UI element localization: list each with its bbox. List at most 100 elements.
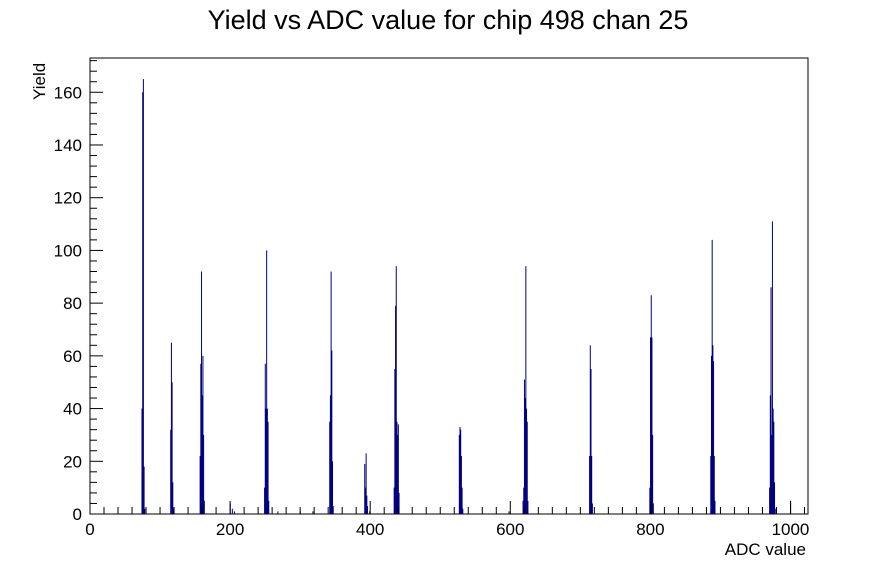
x-tick-label: 600 — [496, 520, 524, 539]
histogram-bin — [201, 395, 203, 514]
histogram-bin — [203, 500, 205, 514]
histogram-bin — [144, 508, 146, 514]
histogram-bin — [527, 500, 529, 514]
histogram-bin — [369, 511, 371, 514]
histogram-bin — [771, 221, 773, 515]
histogram-bin — [395, 266, 397, 514]
y-tick-label: 120 — [54, 189, 82, 208]
histogram-bin — [170, 342, 172, 514]
histogram-bin — [459, 427, 461, 514]
chart-title: Yield vs ADC value for chip 498 chan 25 — [208, 5, 689, 35]
x-tick-label: 400 — [356, 520, 384, 539]
histogram-bin — [649, 487, 651, 514]
histogram-bin — [712, 345, 714, 514]
histogram-bin — [589, 345, 591, 514]
y-tick-label: 80 — [63, 294, 82, 313]
histogram-bin — [172, 482, 174, 514]
histogram-bin — [312, 511, 314, 514]
histogram-bin — [711, 239, 713, 514]
histogram-bin — [652, 434, 654, 514]
histogram-bin — [774, 508, 776, 514]
y-tick-label: 20 — [63, 452, 82, 471]
histogram-bin — [652, 503, 654, 514]
y-tick-label: 160 — [54, 83, 82, 102]
histogram-bin — [525, 266, 527, 514]
histogram-bin — [650, 337, 652, 514]
histogram-bin — [458, 434, 460, 514]
histogram-bin — [142, 92, 144, 515]
histogram-bin — [202, 355, 204, 514]
histogram-bin — [233, 511, 235, 514]
histogram-bin — [770, 287, 772, 514]
histogram-bin — [394, 369, 396, 514]
histogram-bin — [277, 511, 279, 514]
x-axis-label: ADC value — [725, 540, 806, 559]
histogram-bin — [397, 424, 399, 514]
x-tick-label: 200 — [216, 520, 244, 539]
x-tick-label: 1000 — [772, 520, 810, 539]
histogram-bin — [774, 482, 776, 514]
histogram-bin — [170, 429, 172, 514]
histogram-bin — [200, 363, 202, 514]
histogram-bin — [714, 500, 716, 514]
histogram-bin — [143, 466, 145, 514]
histogram-bin — [396, 421, 398, 514]
histogram-bin — [713, 361, 715, 514]
histogram-bin — [523, 379, 525, 514]
histogram-bin — [365, 453, 367, 514]
histogram-bin — [203, 434, 205, 514]
histogram-bin — [771, 434, 773, 514]
histogram-bin — [651, 337, 653, 514]
y-tick-label: 60 — [63, 347, 82, 366]
y-tick-label: 0 — [73, 505, 82, 524]
histogram-bin — [332, 461, 334, 514]
histogram-bin — [710, 456, 712, 514]
histogram-bin — [267, 421, 269, 514]
histogram-bin — [522, 500, 524, 514]
histogram-bin — [395, 305, 397, 514]
histogram-bin — [713, 456, 715, 514]
histogram-bin — [331, 350, 333, 514]
histogram-bin — [332, 506, 334, 514]
histogram-bin — [508, 511, 510, 514]
histogram-bin — [523, 487, 525, 514]
histogram-bin — [201, 271, 203, 514]
histogram-bin — [769, 395, 771, 514]
y-tick-label: 40 — [63, 400, 82, 419]
histogram-bin — [460, 429, 462, 514]
histogram-bin — [591, 456, 593, 514]
histogram-bin — [367, 506, 369, 514]
x-tick-label: 0 — [85, 520, 94, 539]
histogram-bin — [173, 508, 175, 514]
x-tick-label: 800 — [636, 520, 664, 539]
histogram-bin — [199, 456, 201, 514]
histogram-bin — [329, 395, 331, 514]
histogram-bin — [590, 369, 592, 514]
histogram-bin — [589, 456, 591, 514]
histogram-bin — [266, 408, 268, 514]
histogram-bin — [398, 492, 400, 514]
histogram-bin — [526, 421, 528, 514]
histogram-bin — [171, 382, 173, 514]
histogram-bin — [364, 463, 366, 514]
histogram-bin — [461, 487, 463, 514]
histogram-bin — [141, 408, 143, 514]
plot-frame — [89, 57, 809, 515]
histogram-bins — [141, 79, 792, 515]
histogram-bin — [772, 408, 774, 514]
histogram-bin — [264, 363, 266, 514]
histogram-bin — [364, 487, 366, 514]
histogram-bin — [330, 271, 332, 514]
y-axis-label: Yield — [30, 63, 49, 100]
histogram-bin — [142, 79, 144, 514]
x-axis: 0 200 400 600 800 1000 — [85, 501, 809, 539]
histogram-bin — [710, 355, 712, 514]
histogram-bin — [524, 398, 526, 514]
y-tick-label: 100 — [54, 241, 82, 260]
histogram-bin — [329, 421, 331, 514]
histogram-bin — [769, 487, 771, 514]
y-tick-label: 140 — [54, 136, 82, 155]
histogram-bin — [773, 421, 775, 514]
histogram-bin — [264, 487, 266, 514]
